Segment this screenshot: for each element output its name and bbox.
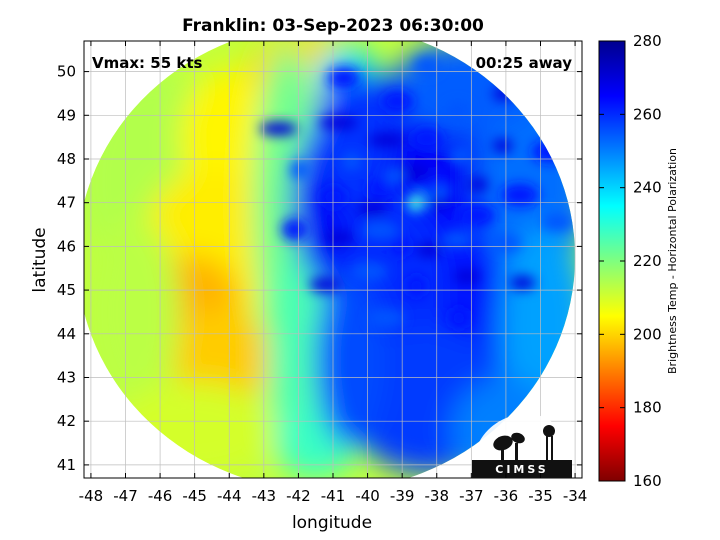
colorbar-tick-label: 220	[633, 252, 662, 270]
y-axis: 41 42 43 44 45 46 47 48 49 50	[57, 63, 582, 474]
y-tick-label: 41	[57, 456, 76, 474]
y-tick-label: 42	[57, 412, 76, 430]
x-tick-label: -34	[563, 487, 588, 505]
map-title: Franklin: 03-Sep-2023 06:30:00	[182, 16, 484, 36]
y-axis-label: latitude	[30, 227, 50, 292]
x-tick-label: -36	[494, 487, 519, 505]
colorbar-tick-label: 240	[633, 179, 662, 197]
x-axis: -48 -47 -46 -45 -44 -43 -42 -41 -40 -39 -38 -37 -36-…	[79, 41, 588, 505]
y-tick-label: 49	[57, 106, 76, 124]
time-away-label: 00:25 away	[476, 54, 573, 72]
cimss-logo: CIMSS	[472, 414, 572, 478]
colorbar-tick-label: 160	[633, 472, 662, 490]
y-tick-label: 47	[57, 194, 76, 212]
x-tick-label: -45	[182, 487, 207, 505]
x-tick-label: -48	[79, 487, 104, 505]
x-tick-label: -43	[252, 487, 277, 505]
x-axis-label: longitude	[292, 513, 372, 533]
y-tick-label: 46	[57, 237, 76, 255]
x-tick-label: -35	[528, 487, 553, 505]
y-tick-label: 43	[57, 368, 76, 386]
map-grid	[84, 41, 582, 478]
y-tick-label: 48	[57, 150, 76, 168]
colorbar-tick-label: 180	[633, 399, 662, 417]
colorbar-ticks: 160 180 200 220 240 260 280	[599, 32, 662, 490]
x-tick-label: -42	[286, 487, 311, 505]
x-tick-label: -46	[148, 487, 173, 505]
x-tick-label: -37	[459, 487, 484, 505]
x-tick-label: -38	[425, 487, 450, 505]
y-tick-label: 45	[57, 281, 76, 299]
x-tick-label: -47	[113, 487, 138, 505]
colorbar-tick-label: 200	[633, 325, 662, 343]
x-tick-label: -41	[321, 487, 346, 505]
vmax-label: Vmax: 55 kts	[92, 54, 202, 72]
colorbar-label: Brightness Temp - Horizontal Polarizatio…	[666, 148, 679, 374]
logo-text: CIMSS	[495, 463, 548, 476]
y-tick-label: 44	[57, 325, 76, 343]
y-tick-label: 50	[57, 63, 76, 81]
colorbar-tick-label: 280	[633, 32, 662, 50]
colorbar-tick-label: 260	[633, 105, 662, 123]
x-tick-label: -40	[355, 487, 380, 505]
x-tick-label: -39	[390, 487, 415, 505]
x-tick-label: -44	[217, 487, 242, 505]
